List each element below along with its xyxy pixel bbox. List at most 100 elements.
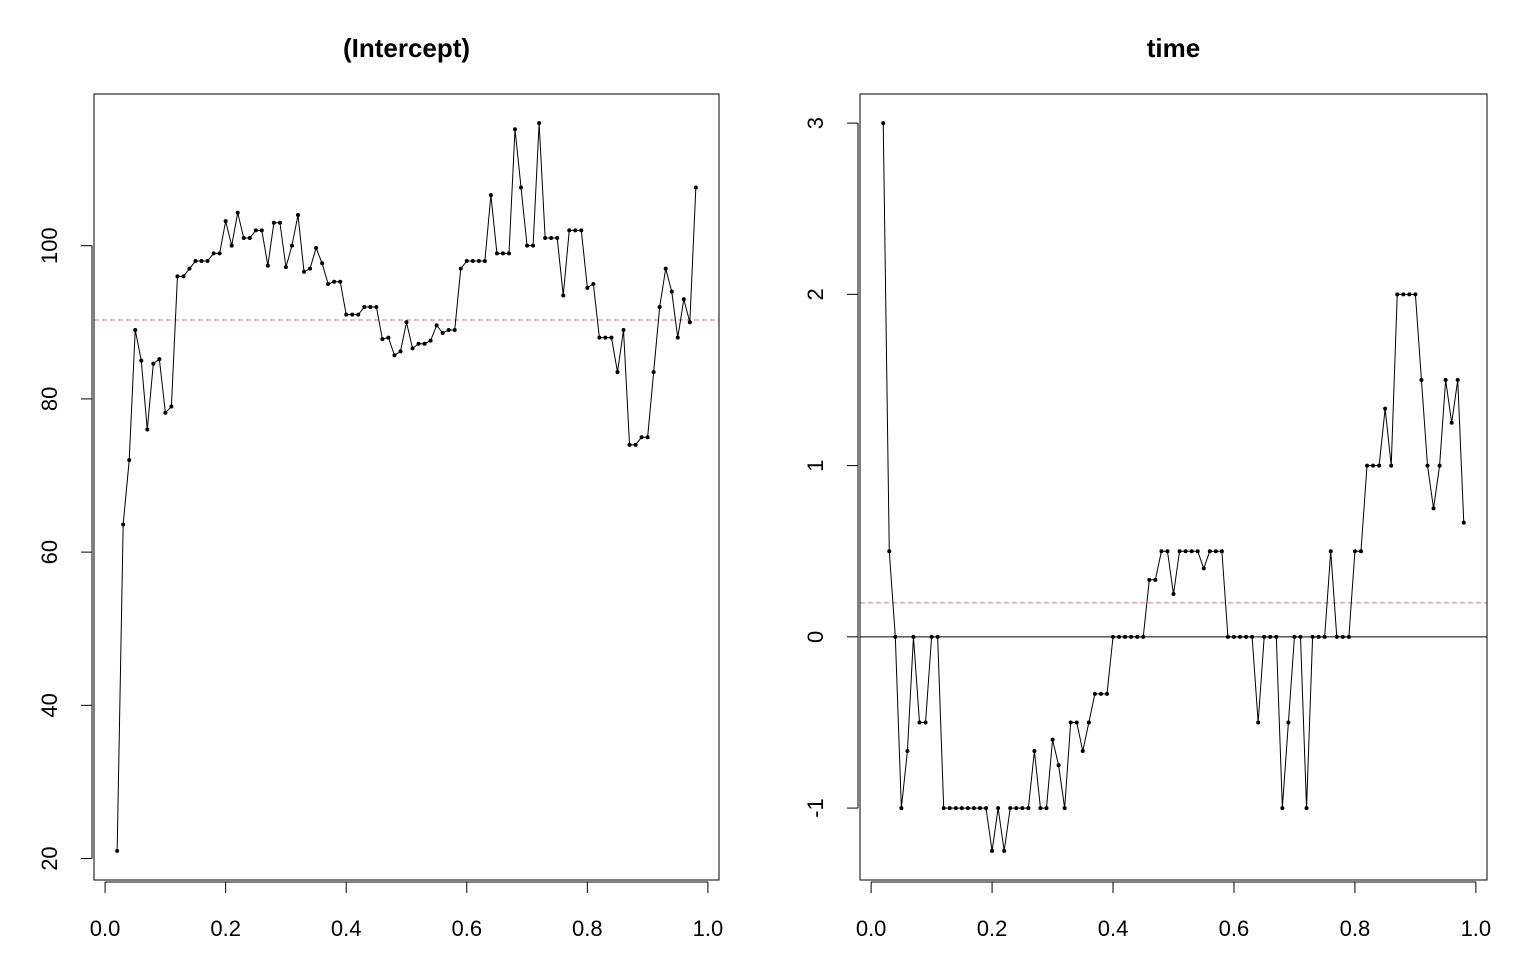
- point: [1268, 634, 1273, 639]
- point: [1250, 634, 1255, 639]
- point: [893, 634, 898, 639]
- point: [555, 236, 560, 241]
- point: [1050, 737, 1055, 742]
- point: [1189, 549, 1194, 554]
- point: [1328, 549, 1333, 554]
- point: [585, 285, 590, 290]
- point: [651, 370, 656, 375]
- point: [1123, 634, 1128, 639]
- point: [326, 281, 331, 286]
- x-tick-label: 0.8: [1340, 916, 1371, 941]
- point: [1062, 806, 1067, 811]
- x-tick-label: 0.4: [1098, 916, 1129, 941]
- point: [446, 327, 451, 332]
- point: [1401, 292, 1406, 297]
- y-tick-label: 60: [37, 540, 62, 564]
- point: [1256, 720, 1261, 725]
- point: [1086, 720, 1091, 725]
- point: [669, 289, 674, 294]
- point: [959, 806, 964, 811]
- point: [681, 297, 686, 302]
- point: [1104, 691, 1109, 696]
- point: [1183, 549, 1188, 554]
- point: [1074, 720, 1079, 725]
- point: [1455, 377, 1460, 382]
- point: [627, 442, 632, 447]
- point: [302, 269, 307, 274]
- point: [1238, 634, 1243, 639]
- x-tick-label: 0.4: [331, 916, 362, 941]
- point: [374, 304, 379, 309]
- point: [181, 274, 186, 279]
- point: [917, 720, 922, 725]
- point: [1032, 749, 1037, 754]
- point: [1449, 420, 1454, 425]
- point: [573, 228, 578, 233]
- point: [1068, 720, 1073, 725]
- point: [332, 279, 337, 284]
- point: [621, 327, 626, 332]
- point: [404, 320, 409, 325]
- point: [1153, 577, 1158, 582]
- point: [1056, 763, 1061, 768]
- point: [645, 435, 650, 440]
- point: [422, 341, 427, 346]
- point: [1419, 377, 1424, 382]
- point: [899, 806, 904, 811]
- x-tick-label: 0.6: [451, 916, 482, 941]
- point: [1365, 463, 1370, 468]
- point: [996, 806, 1001, 811]
- point: [368, 304, 373, 309]
- point: [1352, 549, 1357, 554]
- point: [1201, 566, 1206, 571]
- point: [115, 848, 120, 853]
- point: [1020, 806, 1025, 811]
- chart-title: time: [1147, 33, 1200, 63]
- x-tick-label: 0.2: [977, 916, 1008, 941]
- point: [579, 228, 584, 233]
- point: [591, 281, 596, 286]
- point: [253, 228, 258, 233]
- point: [187, 266, 192, 271]
- point: [416, 341, 421, 346]
- point: [1274, 634, 1279, 639]
- point: [494, 251, 499, 256]
- point: [947, 806, 952, 811]
- point: [1280, 806, 1285, 811]
- y-tick-label: 100: [37, 227, 62, 264]
- point: [675, 335, 680, 340]
- point: [175, 274, 180, 279]
- y-tick-label: -1: [803, 798, 828, 818]
- point: [929, 634, 934, 639]
- point: [935, 634, 940, 639]
- point: [434, 323, 439, 328]
- point: [519, 185, 524, 190]
- point: [235, 210, 240, 215]
- point: [241, 236, 246, 241]
- point: [410, 346, 415, 351]
- point: [1165, 549, 1170, 554]
- point: [211, 251, 216, 256]
- point: [1383, 406, 1388, 411]
- x-tick-label: 0.2: [210, 916, 241, 941]
- point: [1286, 720, 1291, 725]
- y-tick-label: 3: [803, 117, 828, 129]
- point: [145, 427, 150, 432]
- point: [247, 236, 252, 241]
- point: [1395, 292, 1400, 297]
- point: [603, 335, 608, 340]
- point: [609, 335, 614, 340]
- point: [356, 312, 361, 317]
- point: [488, 193, 493, 198]
- point: [259, 228, 264, 233]
- point: [1141, 634, 1146, 639]
- point: [1092, 691, 1097, 696]
- point: [482, 259, 487, 264]
- point: [1195, 549, 1200, 554]
- point: [597, 335, 602, 340]
- point: [271, 220, 276, 225]
- point: [127, 458, 132, 463]
- point: [163, 410, 168, 415]
- x-tick-label: 0.6: [1219, 916, 1250, 941]
- point: [320, 261, 325, 266]
